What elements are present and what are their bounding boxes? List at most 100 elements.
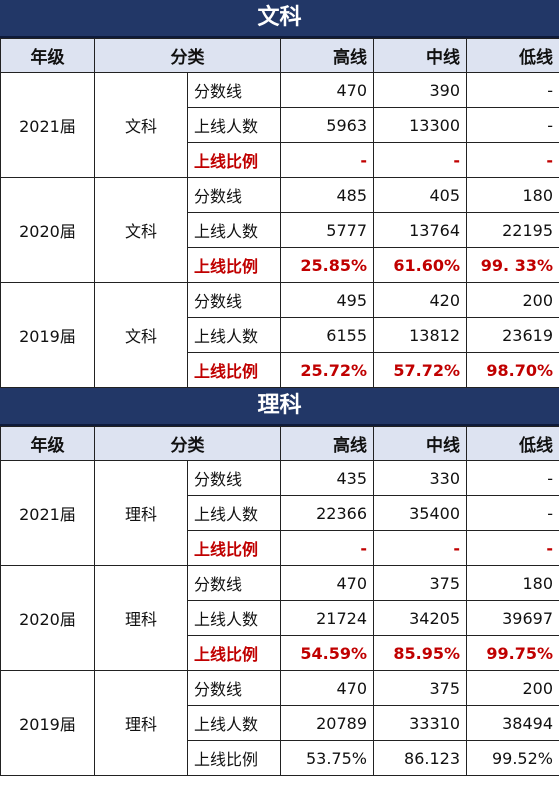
row-label: 上线人数 xyxy=(187,495,281,531)
subject-cell: 理科 xyxy=(94,565,188,671)
subject-cell: 文科 xyxy=(94,177,188,283)
header-category: 分类 xyxy=(94,38,281,73)
subject-cell: 文科 xyxy=(94,282,188,388)
row-label: 上线比例 xyxy=(187,530,281,566)
mid-value: 61.60% xyxy=(373,247,467,283)
row-label: 上线人数 xyxy=(187,212,281,248)
mid-value: - xyxy=(373,530,467,566)
row-label: 上线人数 xyxy=(187,705,281,741)
table-row: 上线比例 53.75% 86.123 99.52% xyxy=(1,740,559,776)
row-label: 上线比例 xyxy=(187,247,281,283)
high-value: - xyxy=(280,530,374,566)
header-mid: 中线 xyxy=(373,38,467,73)
subject-cell: 文科 xyxy=(94,72,188,178)
row-label: 上线比例 xyxy=(187,635,281,671)
row-label: 分数线 xyxy=(187,670,281,706)
header-low: 低线 xyxy=(466,38,559,73)
table-row: 上线人数 5777 13764 22195 xyxy=(1,212,559,248)
row-label: 分数线 xyxy=(187,282,281,318)
row-label: 上线比例 xyxy=(187,740,281,776)
header-high: 高线 xyxy=(280,426,374,461)
low-value: 38494 xyxy=(466,705,559,741)
mid-value: 375 xyxy=(373,670,467,706)
low-value: 99.52% xyxy=(466,740,559,776)
subject-cell: 理科 xyxy=(94,670,188,776)
subject-cell: 理科 xyxy=(94,460,188,566)
low-value: - xyxy=(466,495,559,531)
low-value: 200 xyxy=(466,670,559,706)
header-mid: 中线 xyxy=(373,426,467,461)
high-value: 21724 xyxy=(280,600,374,636)
mid-value: 35400 xyxy=(373,495,467,531)
low-value: 22195 xyxy=(466,212,559,248)
low-value: 200 xyxy=(466,282,559,318)
grade-cell: 2020届 xyxy=(0,177,95,283)
high-value: 53.75% xyxy=(280,740,374,776)
low-value: 99.75% xyxy=(466,635,559,671)
table-row: 2019届 文科 分数线 495 420 200 xyxy=(0,282,559,388)
low-value: - xyxy=(466,107,559,143)
mid-value: - xyxy=(373,142,467,178)
high-value: 22366 xyxy=(280,495,374,531)
table-row: 上线人数 6155 13812 23619 xyxy=(1,317,559,353)
wenke-table: 年级 分类 高线 中线 低线 2021届 文科 分数线 470 390 - 上线… xyxy=(0,38,559,388)
table-row: 上线比例 25.72% 57.72% 98.70% xyxy=(1,352,559,388)
mid-value: 86.123 xyxy=(373,740,467,776)
header-category: 分类 xyxy=(94,426,281,461)
grade-cell: 2021届 xyxy=(0,460,95,566)
low-value: 180 xyxy=(466,177,559,213)
grade-cell: 2019届 xyxy=(0,670,95,776)
header-grade: 年级 xyxy=(0,426,95,461)
high-value: 6155 xyxy=(280,317,374,353)
header-grade: 年级 xyxy=(0,38,95,73)
mid-value: 85.95% xyxy=(373,635,467,671)
low-value: 23619 xyxy=(466,317,559,353)
row-label: 分数线 xyxy=(187,565,281,601)
table-row: 2021届 理科 分数线 435 330 - xyxy=(0,460,559,566)
mid-value: 57.72% xyxy=(373,352,467,388)
mid-value: 330 xyxy=(373,460,467,496)
header-row: 年级 分类 高线 中线 低线 xyxy=(0,426,559,461)
table-row: 上线人数 5963 13300 - xyxy=(1,107,559,143)
table-row: 上线比例 25.85% 61.60% 99. 33% xyxy=(1,247,559,283)
low-value: 99. 33% xyxy=(466,247,559,283)
grade-cell: 2020届 xyxy=(0,565,95,671)
high-value: 54.59% xyxy=(280,635,374,671)
high-value: 25.72% xyxy=(280,352,374,388)
high-value: 5777 xyxy=(280,212,374,248)
low-value: - xyxy=(466,142,559,178)
high-value: 495 xyxy=(280,282,374,318)
high-value: 485 xyxy=(280,177,374,213)
header-low: 低线 xyxy=(466,426,559,461)
mid-value: 390 xyxy=(373,72,467,108)
table-row: 2020届 理科 分数线 470 375 180 xyxy=(0,565,559,671)
table-row: 2021届 文科 分数线 470 390 - xyxy=(0,72,559,178)
low-value: - xyxy=(466,530,559,566)
low-value: 39697 xyxy=(466,600,559,636)
table-row: 2020届 文科 分数线 485 405 180 xyxy=(0,177,559,283)
mid-value: 13812 xyxy=(373,317,467,353)
table-row: 2019届 理科 分数线 470 375 200 xyxy=(0,670,559,776)
table-row: 上线比例 54.59% 85.95% 99.75% xyxy=(1,635,559,671)
row-label: 上线人数 xyxy=(187,107,281,143)
like-table: 年级 分类 高线 中线 低线 2021届 理科 分数线 435 330 - 上线… xyxy=(0,426,559,776)
row-label: 上线人数 xyxy=(187,600,281,636)
mid-value: 420 xyxy=(373,282,467,318)
mid-value: 405 xyxy=(373,177,467,213)
table-row: 上线人数 22366 35400 - xyxy=(1,495,559,531)
low-value: 98.70% xyxy=(466,352,559,388)
high-value: 470 xyxy=(280,565,374,601)
table-row: 上线人数 21724 34205 39697 xyxy=(1,600,559,636)
mid-value: 34205 xyxy=(373,600,467,636)
high-value: 470 xyxy=(280,72,374,108)
high-value: 20789 xyxy=(280,705,374,741)
row-label: 分数线 xyxy=(187,177,281,213)
low-value: - xyxy=(466,72,559,108)
grade-cell: 2021届 xyxy=(0,72,95,178)
row-label: 分数线 xyxy=(187,460,281,496)
high-value: 435 xyxy=(280,460,374,496)
high-value: - xyxy=(280,142,374,178)
header-row: 年级 分类 高线 中线 低线 xyxy=(0,38,559,73)
header-high: 高线 xyxy=(280,38,374,73)
high-value: 25.85% xyxy=(280,247,374,283)
